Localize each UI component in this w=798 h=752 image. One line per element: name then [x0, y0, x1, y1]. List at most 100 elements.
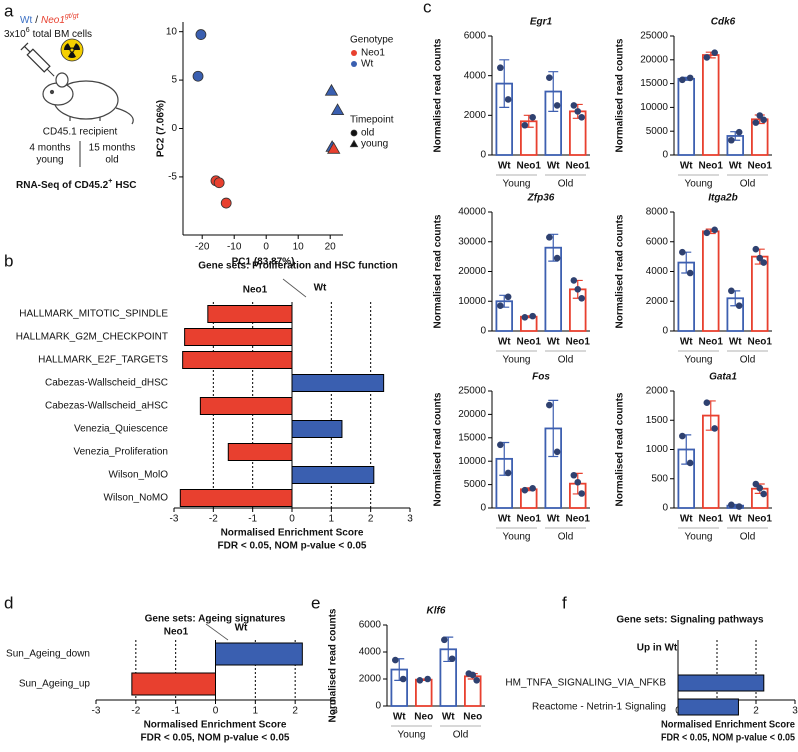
y-tick-label: -5 [168, 172, 177, 183]
x-tick-label: -3 [92, 706, 101, 717]
legend-label: old [361, 128, 374, 139]
readout-label: RNA-Seq of CD45.2+ HSC [16, 178, 136, 191]
donor-label: Wt / Neo1gt/gt [20, 13, 80, 26]
bar [131, 672, 217, 696]
x-tick-label: Neo1 [748, 161, 773, 172]
radiation-icon [60, 38, 84, 62]
x-tick-label: 2 [753, 706, 759, 717]
syringe-icon [20, 42, 55, 77]
y-tick-label: 5000 [464, 479, 487, 490]
y-tick-label: 0 [171, 123, 177, 134]
annotation: Up in Wt [637, 643, 678, 654]
x-tick-label: Wt [547, 514, 560, 525]
data-point [752, 245, 760, 253]
data-point [686, 74, 694, 82]
x-tick-label: Neo1 [748, 337, 773, 348]
y-tick-label: 4000 [464, 70, 487, 81]
group-label: Young [503, 179, 531, 190]
y-tick-label: 2000 [464, 110, 487, 121]
data-point [441, 636, 448, 644]
data-point [686, 459, 694, 467]
data-point [497, 441, 504, 449]
legend-title: Genotype [350, 35, 394, 46]
bar [291, 466, 375, 484]
chart-title: Zfp36 [527, 193, 555, 204]
mouse-ear [55, 72, 69, 88]
y-tick-label: 2000 [646, 386, 669, 397]
annotation-line [205, 623, 229, 641]
bar [702, 54, 720, 156]
data-point [578, 490, 585, 497]
data-point [574, 478, 582, 486]
group-label: young [36, 155, 63, 166]
data-point [752, 480, 760, 488]
chart-title: Fos [532, 372, 550, 383]
group-label: Young [503, 355, 531, 366]
y-axis-label: PC2 (7.06%) [156, 100, 167, 157]
x-tick-label: Wt [498, 514, 511, 525]
syringe-plunger [20, 42, 29, 51]
x-tick-label: Wt [680, 161, 693, 172]
data-point [574, 108, 582, 115]
x-tick-label: Wt [729, 161, 742, 172]
axis-note: FDR < 0.05, NOM p-value < 0.05 [218, 541, 367, 552]
data-point [756, 112, 764, 119]
data-point [703, 54, 711, 61]
x-tick-label: -3 [170, 514, 179, 525]
x-tick-label: Neo [463, 712, 482, 723]
group-label: Old [558, 532, 574, 543]
x-tick-label: Neo1 [517, 161, 542, 172]
group-label: Old [740, 532, 756, 543]
data-point [578, 114, 585, 121]
bar [227, 443, 293, 461]
data-point [497, 302, 504, 310]
x-tick-label: 0 [289, 514, 295, 525]
group-label: Old [453, 730, 469, 741]
legend-label: Neo1 [361, 48, 385, 59]
data-point [728, 136, 735, 144]
panel-label: a [4, 1, 14, 20]
x-tick-label: Neo1 [566, 161, 591, 172]
y-tick-label: 20000 [458, 409, 486, 420]
x-tick-label: -2 [131, 706, 140, 717]
x-tick-label: Neo1 [566, 337, 591, 348]
data-point [570, 277, 578, 284]
cells-sup: 6 [26, 27, 30, 34]
data-point [760, 490, 767, 498]
bar [207, 305, 293, 323]
x-axis-label: Normalised Enrichment Score [144, 720, 287, 731]
error-bar [499, 59, 510, 108]
x-tick-label: Wt [547, 337, 560, 348]
group-label: Old [558, 355, 574, 366]
chart-title: Egr1 [530, 17, 553, 28]
x-tick-label: 3 [407, 514, 413, 525]
data-point [756, 484, 764, 492]
data-point [529, 312, 536, 320]
legend-marker [351, 50, 357, 56]
data-point [529, 114, 536, 121]
bar [184, 328, 293, 346]
category-label: HALLMARK_MITOTIC_SPINDLE [19, 309, 168, 320]
chart-title: Gata1 [709, 372, 737, 383]
group-label: Old [740, 355, 756, 366]
y-tick-label: 10000 [458, 456, 486, 467]
x-tick-label: Wt [729, 514, 742, 525]
legend-label: young [361, 139, 388, 150]
data-point [521, 121, 529, 129]
data-point [553, 254, 561, 262]
data-point [469, 671, 477, 679]
group-label: Young [685, 355, 713, 366]
data-point [399, 675, 407, 683]
recipient-label: CD45.1 recipient [43, 127, 118, 138]
x-tick-label: 1 [329, 514, 335, 525]
donor-wt: Wt [20, 15, 32, 26]
x-tick-label: 3 [332, 706, 338, 717]
data-point [392, 656, 399, 664]
category-label: Reactome - Netrin-1 Signaling [532, 702, 666, 713]
y-tick-label: 10000 [458, 296, 486, 307]
y-tick-label: 2000 [359, 674, 382, 685]
y-tick-label: 0 [480, 326, 486, 337]
mouse-tail [115, 107, 134, 125]
bar [291, 420, 343, 438]
readout-pre: RNA-Seq of CD45.2 [16, 180, 109, 191]
